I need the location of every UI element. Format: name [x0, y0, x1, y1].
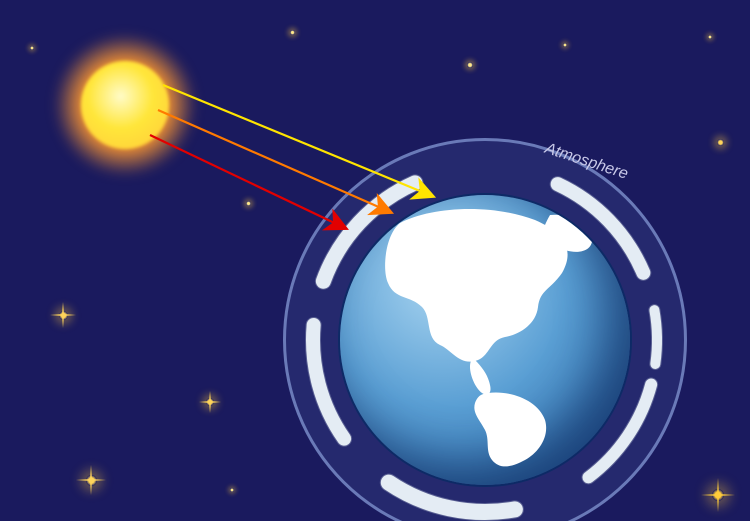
star [290, 30, 295, 35]
sun [81, 61, 169, 149]
diagram-canvas: Atmosphere [0, 0, 750, 521]
star [563, 43, 567, 47]
star [246, 201, 251, 206]
star [230, 488, 234, 492]
earth-continents [340, 195, 630, 485]
star-sparkle [90, 465, 91, 496]
star-sparkle [717, 478, 718, 512]
earth [340, 195, 630, 485]
star [708, 35, 712, 39]
star [717, 139, 724, 146]
star [30, 46, 34, 50]
star-sparkle [62, 302, 63, 327]
star [467, 62, 473, 68]
star-sparkle [209, 391, 210, 413]
